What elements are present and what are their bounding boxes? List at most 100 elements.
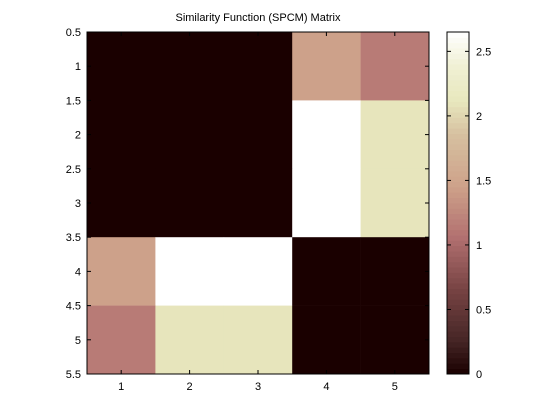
- colorbar-swatch: [447, 213, 469, 220]
- y-tick-label: 5.5: [66, 369, 81, 381]
- colorbar-swatch: [447, 48, 469, 54]
- x-tick-label: 3: [255, 381, 261, 393]
- colorbar-swatch: [447, 106, 469, 113]
- colorbar-swatch: [447, 170, 469, 177]
- colorbar-swatch: [447, 224, 469, 231]
- colorbar-swatch: [447, 336, 469, 343]
- colorbar-swatch: [447, 320, 469, 327]
- colorbar-swatch: [447, 299, 469, 305]
- colorbar-swatch: [447, 149, 469, 156]
- heatmap-cell-3-2: [155, 168, 225, 238]
- colorbar-swatch: [447, 37, 469, 44]
- colorbar-swatch: [447, 85, 469, 92]
- y-tick-label: 2: [75, 130, 81, 142]
- heatmap-cell-4-1: [87, 237, 156, 306]
- colorbar-swatch: [447, 69, 469, 76]
- colorbar: 0 0.5 1 1.5 2 2.5: [446, 31, 491, 381]
- colorbar-swatch: [447, 197, 469, 204]
- colorbar-swatch: [447, 117, 469, 124]
- colorbar-swatch: [447, 176, 469, 183]
- colorbar-tick-label: 1.5: [476, 175, 491, 187]
- heatmap-cell-2-2: [155, 100, 225, 170]
- colorbar-swatch: [447, 101, 469, 108]
- colorbar-swatch: [447, 261, 469, 268]
- y-tick-label: 4.5: [66, 301, 81, 313]
- colorbar-swatch: [447, 186, 469, 193]
- heatmap-cell-2-5: [360, 100, 430, 170]
- colorbar-swatch: [447, 219, 469, 225]
- heatmap-cells: [87, 32, 430, 375]
- colorbar-swatch: [447, 192, 469, 199]
- heatmap-cell-3-5: [360, 168, 430, 238]
- x-tick-label: 4: [323, 381, 329, 393]
- colorbar-swatch: [447, 293, 469, 300]
- colorbar-swatch: [447, 347, 469, 354]
- heatmap-cell-5-5: [360, 305, 430, 375]
- y-tick-label: 1.5: [66, 95, 81, 107]
- colorbar-tick-label: 2.5: [476, 46, 491, 58]
- heatmap-cell-3-1: [87, 168, 156, 238]
- colorbar-swatch: [447, 181, 469, 188]
- heatmap-cell-1-4: [292, 32, 361, 101]
- colorbar-swatch: [447, 32, 469, 38]
- colorbar-swatch: [447, 245, 469, 252]
- colorbar-swatch: [447, 368, 469, 375]
- colorbar-tick-label: 1: [476, 240, 482, 252]
- colorbar-swatch: [447, 58, 469, 65]
- colorbar-swatch: [447, 235, 469, 241]
- colorbar-tick-label: 0.5: [476, 304, 491, 316]
- y-tick-label: 2.5: [66, 164, 81, 176]
- heatmap-cell-4-2: [155, 237, 225, 306]
- colorbar-swatch: [447, 165, 469, 172]
- colorbar-swatch: [447, 208, 469, 215]
- heatmap-cell-3-3: [223, 168, 293, 238]
- chart-title: Similarity Function (SPCM) Matrix: [175, 12, 341, 24]
- colorbar-swatch: [447, 112, 469, 118]
- colorbar-swatch: [447, 288, 469, 295]
- heatmap-cell-1-5: [360, 32, 430, 101]
- colorbar-swatch: [447, 64, 469, 70]
- heatmap-cell-4-4: [292, 237, 361, 306]
- y-tick-label: 3.5: [66, 232, 81, 244]
- colorbar-swatch: [447, 144, 469, 150]
- colorbar-swatch: [447, 357, 469, 364]
- colorbar-swatch: [447, 315, 469, 321]
- colorbar-tick-label: 0: [476, 369, 482, 381]
- colorbar-swatch: [447, 251, 469, 257]
- colorbar-frame: [446, 31, 470, 375]
- heatmap-cell-2-1: [87, 100, 156, 170]
- colorbar-swatch: [447, 352, 469, 359]
- colorbar-swatch: [447, 277, 469, 284]
- colorbar-swatch: [447, 138, 469, 145]
- colorbar-swatch: [447, 283, 469, 289]
- heatmap-cell-5-3: [223, 305, 293, 375]
- colorbar-swatch: [447, 309, 469, 316]
- colorbar-swatch: [447, 272, 469, 279]
- colorbar-swatch: [447, 80, 469, 86]
- y-tick-label: 3: [75, 198, 81, 210]
- heatmap-cell-5-1: [87, 305, 156, 375]
- colorbar-swatch: [447, 133, 469, 140]
- colorbar-swatch: [447, 74, 469, 81]
- heatmap-cell-1-3: [223, 32, 293, 101]
- colorbar-swatch: [447, 53, 469, 60]
- colorbar-swatch: [447, 128, 469, 134]
- colorbar-swatch: [447, 363, 469, 370]
- colorbar-swatch: [447, 341, 469, 348]
- heatmap-cell-4-3: [223, 237, 293, 306]
- axis-ticks: 1 2 3 4 5 0.5 1 1.5 2 2.5 3 3.5 4 4.5 5 5.5: [66, 27, 429, 393]
- colorbar-swatch: [447, 96, 469, 102]
- x-tick-label: 1: [118, 381, 124, 393]
- colorbar-swatch: [447, 229, 469, 236]
- x-tick-label: 5: [392, 381, 398, 393]
- colorbar-swatch: [447, 325, 469, 332]
- colorbar-swatch: [447, 240, 469, 247]
- heatmap-cell-3-4: [292, 168, 361, 238]
- colorbar-swatch: [447, 122, 469, 129]
- colorbar-swatch: [447, 331, 469, 337]
- heatmap-cell-2-3: [223, 100, 293, 170]
- colorbar-swatch: [447, 267, 469, 273]
- heatmap-cell-4-5: [360, 237, 430, 306]
- colorbar-swatch: [447, 90, 469, 97]
